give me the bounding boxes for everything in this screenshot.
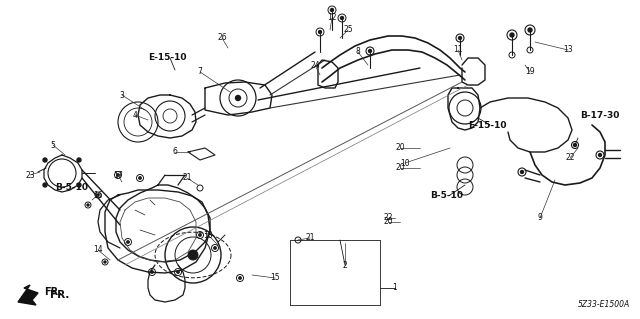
Text: 20: 20 bbox=[395, 144, 405, 152]
Text: 2: 2 bbox=[342, 261, 348, 270]
Text: 15: 15 bbox=[270, 273, 280, 283]
Text: 22: 22 bbox=[383, 213, 393, 222]
Text: E-15-10: E-15-10 bbox=[468, 121, 506, 130]
Circle shape bbox=[369, 49, 371, 53]
Text: 22: 22 bbox=[565, 153, 575, 162]
Circle shape bbox=[97, 194, 99, 196]
Circle shape bbox=[598, 153, 602, 157]
Circle shape bbox=[214, 247, 216, 249]
Text: 17: 17 bbox=[113, 170, 123, 180]
Text: 21: 21 bbox=[182, 174, 192, 182]
Text: 6: 6 bbox=[173, 147, 177, 157]
Circle shape bbox=[188, 250, 198, 260]
Text: 18: 18 bbox=[204, 231, 212, 240]
Circle shape bbox=[43, 158, 47, 162]
Text: 5: 5 bbox=[51, 140, 56, 150]
Text: 5Z33-E1500A: 5Z33-E1500A bbox=[578, 300, 630, 309]
Circle shape bbox=[87, 204, 89, 206]
Text: 20: 20 bbox=[395, 164, 405, 173]
Circle shape bbox=[319, 31, 321, 33]
Circle shape bbox=[510, 33, 514, 37]
Circle shape bbox=[458, 36, 461, 40]
Text: 9: 9 bbox=[538, 213, 543, 222]
Text: 21: 21 bbox=[305, 234, 315, 242]
Text: 24: 24 bbox=[310, 61, 320, 70]
Text: B-5-10: B-5-10 bbox=[55, 183, 88, 192]
Circle shape bbox=[177, 271, 179, 273]
Circle shape bbox=[77, 183, 81, 187]
Circle shape bbox=[236, 95, 241, 100]
Polygon shape bbox=[18, 285, 38, 305]
Text: 20: 20 bbox=[383, 218, 393, 226]
Text: 13: 13 bbox=[563, 46, 573, 55]
Circle shape bbox=[520, 170, 524, 174]
Circle shape bbox=[116, 174, 119, 176]
Circle shape bbox=[151, 271, 153, 273]
Circle shape bbox=[573, 144, 577, 146]
Circle shape bbox=[330, 9, 333, 11]
Circle shape bbox=[340, 17, 344, 19]
Text: 3: 3 bbox=[120, 91, 124, 100]
Circle shape bbox=[104, 261, 106, 263]
Text: 7: 7 bbox=[198, 68, 202, 77]
Text: 16: 16 bbox=[93, 190, 103, 199]
Text: 11: 11 bbox=[453, 46, 463, 55]
Text: 14: 14 bbox=[93, 246, 103, 255]
Circle shape bbox=[127, 241, 129, 243]
Text: FR.: FR. bbox=[44, 287, 62, 297]
Circle shape bbox=[199, 234, 201, 236]
Circle shape bbox=[528, 28, 532, 32]
Circle shape bbox=[139, 177, 141, 179]
Text: B-17-30: B-17-30 bbox=[580, 112, 620, 121]
Text: 1: 1 bbox=[392, 284, 397, 293]
Text: 23: 23 bbox=[25, 170, 35, 180]
Circle shape bbox=[239, 277, 241, 279]
Circle shape bbox=[77, 158, 81, 162]
Text: 25: 25 bbox=[343, 26, 353, 34]
Text: 19: 19 bbox=[525, 68, 535, 77]
Text: B-5-10: B-5-10 bbox=[430, 190, 463, 199]
Text: FR.: FR. bbox=[50, 290, 69, 300]
Text: 4: 4 bbox=[132, 110, 138, 120]
Text: 26: 26 bbox=[217, 33, 227, 42]
Text: 10: 10 bbox=[400, 159, 410, 167]
Text: 8: 8 bbox=[356, 48, 360, 56]
Text: E-15-10: E-15-10 bbox=[148, 54, 186, 63]
Circle shape bbox=[43, 183, 47, 187]
Text: 12: 12 bbox=[327, 13, 337, 23]
